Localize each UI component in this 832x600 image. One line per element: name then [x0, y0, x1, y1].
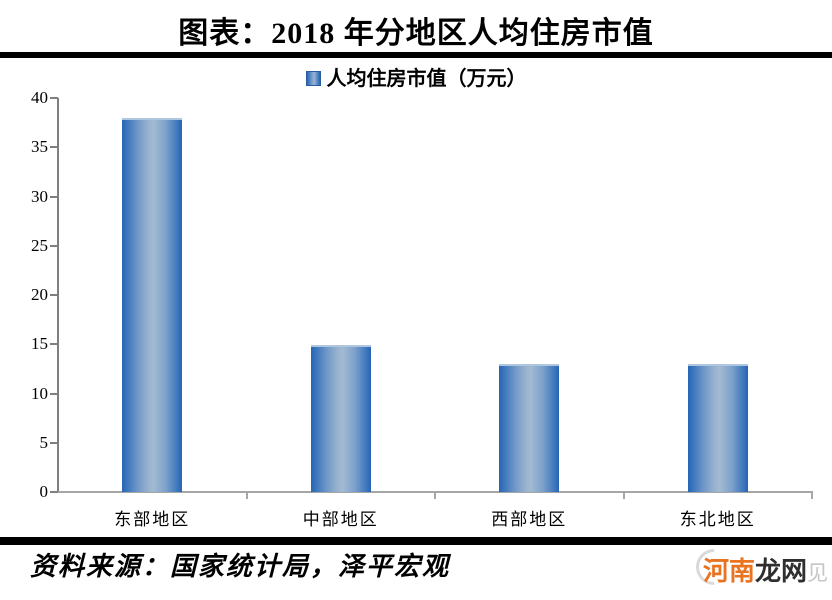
y-axis-tick — [50, 244, 58, 247]
y-axis-tick-label: 20 — [31, 285, 48, 304]
title-divider-rule — [0, 52, 832, 58]
y-axis-tick — [50, 441, 58, 444]
watermark-middle: 龙网 — [754, 556, 807, 586]
chart-title: 图表：2018 年分地区人均住房市值 — [178, 17, 654, 50]
y-axis-tick — [50, 97, 58, 99]
source-note: 资料来源：国家统计局，泽平宏观 — [30, 552, 451, 581]
x-axis-label-东北地区: 东北地区 — [679, 510, 756, 529]
y-axis-tick-label: 0 — [39, 482, 49, 501]
bar-东北地区 — [687, 363, 748, 492]
y-axis-tick-label: 15 — [31, 334, 48, 354]
y-axis-tick — [50, 392, 58, 395]
x-axis-label-西部地区: 西部地区 — [491, 510, 568, 529]
x-axis-tick — [811, 493, 813, 499]
legend-marker-icon — [305, 71, 321, 86]
y-axis-tick — [50, 294, 58, 296]
y-axis-tick-label: 40 — [31, 88, 48, 107]
y-axis-tick — [50, 146, 58, 149]
x-axis-line — [57, 491, 813, 493]
legend-label: 人均住房市值（万元） — [326, 68, 527, 90]
y-axis-tick — [50, 343, 58, 346]
x-axis-tick — [622, 493, 625, 499]
y-axis-tick-label: 10 — [31, 383, 48, 403]
x-axis-label-东部地区: 东部地区 — [114, 510, 191, 529]
bar-西部地区 — [499, 363, 560, 492]
y-axis-tick — [50, 195, 58, 198]
site-watermark: 河南龙网见 — [688, 541, 828, 593]
watermark-prefix: 河南 — [702, 556, 755, 586]
y-axis-tick-label: 35 — [31, 137, 48, 157]
bar-东部地区 — [122, 117, 183, 492]
y-axis-tick-label: 5 — [39, 432, 49, 452]
watermark-suffix: 见 — [807, 562, 828, 585]
bar-中部地区 — [310, 345, 371, 492]
chart-legend: 人均住房市值（万元） — [0, 62, 832, 91]
x-axis-tick — [434, 493, 436, 499]
y-axis-tick-label: 30 — [31, 186, 48, 206]
x-axis-tick — [245, 493, 248, 499]
footer-divider-rule — [0, 537, 832, 545]
x-axis-label-中部地区: 中部地区 — [302, 510, 379, 529]
y-axis-tick — [50, 491, 58, 493]
y-axis-line — [57, 98, 59, 493]
y-axis-tick-label: 25 — [31, 235, 48, 255]
